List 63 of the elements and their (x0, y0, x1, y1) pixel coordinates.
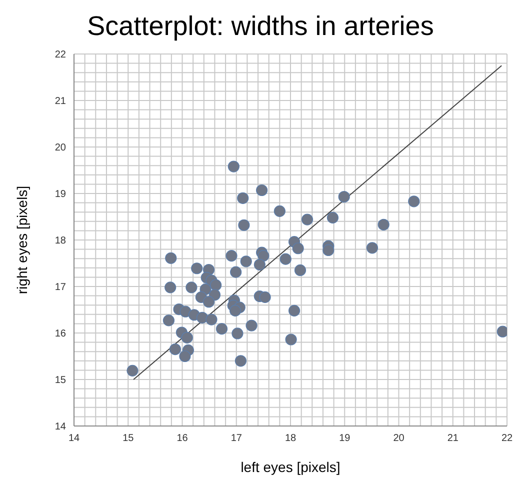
point (326, 212, 339, 224)
x-tick-label: 14 (68, 433, 80, 444)
point (285, 334, 297, 346)
point (181, 332, 193, 344)
y-tick-label: 20 (54, 142, 66, 154)
point (232, 328, 244, 340)
x-tick-label: 18 (284, 433, 296, 444)
point (301, 214, 314, 226)
point (237, 192, 249, 204)
point (234, 355, 247, 367)
point (202, 296, 215, 308)
point (216, 323, 228, 335)
point (294, 264, 306, 276)
point (210, 279, 222, 291)
x-tick-label: 19 (339, 433, 351, 444)
point (230, 266, 242, 278)
y-axis-title: right eyes [pixels] (14, 186, 30, 294)
x-axis-title: left eyes [pixels] (240, 459, 340, 475)
y-tick-label: 15 (54, 375, 66, 386)
point (338, 190, 350, 203)
y-tick-label: 17 (54, 282, 66, 294)
point (164, 282, 176, 294)
x-tick-label: 20 (393, 433, 405, 444)
point (228, 160, 240, 172)
point (126, 364, 138, 376)
y-tick-label: 19 (54, 189, 66, 200)
y-tick-label: 22 (54, 50, 66, 61)
point (226, 250, 238, 262)
y-tick-label: 21 (54, 96, 66, 108)
point (162, 314, 175, 326)
point (238, 219, 250, 231)
point (274, 205, 286, 217)
point (280, 253, 292, 265)
point (191, 262, 203, 274)
point (246, 320, 258, 332)
x-tick-label: 15 (122, 433, 134, 444)
point (259, 291, 271, 303)
point (256, 184, 268, 196)
point (258, 250, 270, 262)
point (408, 196, 420, 208)
point (366, 242, 378, 254)
point (179, 350, 191, 362)
point (165, 252, 177, 264)
point (180, 306, 192, 318)
point (496, 326, 507, 338)
point (229, 304, 242, 316)
y-tick-label: 18 (54, 236, 66, 247)
point (206, 314, 218, 326)
y-tick-label: 14 (54, 422, 66, 433)
point (169, 343, 182, 356)
point (292, 242, 304, 254)
x-tick-label: 17 (230, 433, 242, 444)
point (288, 304, 300, 316)
x-tick-label: 21 (447, 433, 459, 444)
chart-title: Scatterplot: widths in arteries (86, 10, 435, 43)
x-tick-label: 22 (501, 433, 513, 444)
y-tick-label: 16 (54, 328, 66, 340)
point (254, 258, 266, 270)
point (240, 256, 252, 268)
x-tick-label: 16 (176, 433, 188, 444)
point (186, 282, 198, 294)
point (378, 218, 390, 230)
point (322, 244, 334, 256)
